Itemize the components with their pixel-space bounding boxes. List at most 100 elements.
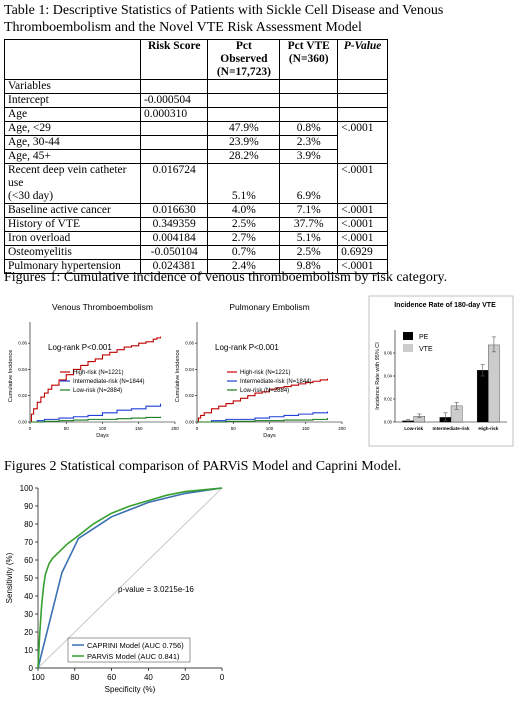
legend-label: Low-risk (N=2884) [73,388,122,394]
x-tick-label: 100 [31,673,45,682]
legend-label: High-risk (N=1221) [240,370,291,376]
header-blank [4,39,141,80]
caprini-roc-curve [37,487,223,669]
legend-swatch [403,344,413,352]
x-tick-label: 100 [99,426,107,431]
table-row: Intercept -0.000504 [4,93,388,108]
x-tick-label: 60 [107,673,116,682]
y-tick-label: 10 [24,646,33,655]
x-tick-label: 0 [196,426,199,431]
table-row: Age, <29 47.9% 0.8% <.0001 [4,121,388,164]
log-rank-annotation: Log-rank P<0.001 [215,343,279,352]
y-tick-label: 0.02 [384,397,393,402]
figure2-caption: Figures 2 Statistical comparison of PARV… [4,459,402,474]
x-tick-label: 200 [338,426,346,431]
x-tick-label: 50 [231,426,237,431]
y-axis-label: Cumulative Incidence [175,350,181,403]
legend-swatch [403,332,413,340]
bar-pe [476,370,489,423]
x-tick-label: 40 [144,673,153,682]
category-label: High-risk [478,426,498,431]
figure1-caption: Figures 1: Cumulative incidence of venou… [4,270,448,285]
chart-title: Incidence Rate of 180-day VTE [394,302,496,309]
table-row: History of VTE 0.349359 2.5% 37.7% <.0001 [4,217,388,232]
legend-label: PE [419,334,429,341]
legend-label: High-risk (N=1221) [73,370,124,376]
y-tick-label: 0.04 [18,367,27,372]
y-tick-label: 20 [24,628,33,637]
category-label: Low-risk [404,426,423,431]
y-tick-label: 30 [24,610,33,619]
series-line-low [30,416,162,423]
x-axis-label: Days [263,433,276,439]
y-tick-label: 0.02 [18,393,27,398]
statistics-table: Risk Score Pct Observed (N=17,723) Pct VT… [4,39,388,274]
p-value-annotation: p-value = 3.0215e-16 [118,585,194,594]
x-tick-label: 100 [266,426,274,431]
table-header-row: Risk Score Pct Observed (N=17,723) Pct VT… [4,39,388,80]
table-row: Age, 30-44 23.9% 2.3% [4,135,388,150]
series-line-high [30,336,162,423]
chart-title: Pulmonary Embolism [229,302,309,312]
x-tick-label: 150 [135,426,143,431]
y-tick-label: 0 [29,664,34,673]
series-line-intermediate [30,403,162,423]
legend-label: PARViS Model (AUC 0.841) [87,652,180,661]
figure1-charts: Venous Thromboembolism 0 50 100 150 200 0.00 0.… [8,295,514,447]
header-p-value: P-Value [337,39,388,80]
y-tick-label: 0.06 [18,341,27,346]
header-pct-observed: Pct Observed (N=17,723) [207,39,281,80]
legend-label: Low-risk (N=2884) [240,388,289,394]
y-tick-label: 80 [24,520,33,529]
roc-legend-box [67,637,191,663]
y-axis-label: Sensitivity (%) [5,552,14,603]
x-tick-label: 20 [181,673,190,682]
legend-label: Intermediate-risk (N=1844) [240,379,312,385]
series-line-intermediate [197,411,329,423]
x-axis-label: Days [96,433,109,439]
table-row: Baseline active cancer 0.016630 4.0% 7.1% <.… [4,203,388,218]
legend-label: VTE [419,346,433,353]
table-row: Age 0.000310 [4,107,388,122]
y-tick-label: 0.02 [185,393,194,398]
figure2-roc-chart: 0 10 20 30 40 50 60 70 80 90 100 100 80 60 40 20 0 Specif… [5,484,225,694]
y-tick-label: 0.06 [384,351,393,356]
legend-label: CAPRINI Model (AUC 0.756) [87,641,184,650]
bar-vte [488,344,500,423]
header-risk-score: Risk Score [139,39,209,80]
table-row: Recent deep vein catheter use (<30 day) 0.… [4,163,388,204]
y-tick-label: 70 [24,538,33,547]
table-row: Age, 45+ 28.2% 3.9% [4,149,388,164]
y-tick-label: 90 [24,502,33,511]
table-row: Osteomyelitis -0.050104 0.7% 2.5% 0.6929 [4,245,388,260]
x-tick-label: 200 [171,426,179,431]
y-tick-label: 0.00 [18,420,27,425]
table-row: Variables [4,79,388,94]
y-tick-label: 0.00 [384,420,393,425]
y-tick-label: 50 [24,574,33,583]
log-rank-annotation: Log-rank P<0.001 [48,343,112,352]
header-pct-vte: Pct VTE (N=360) [279,39,339,80]
y-tick-label: 0.00 [185,420,194,425]
table1-caption: Table 1: Descriptive Statistics of Patie… [4,3,444,35]
x-tick-label: 0 [220,673,225,682]
table-row: Pulmonary hypertension 0.024381 2.4% 9.8% <.… [4,259,388,274]
series-line-high [197,378,329,423]
y-axis-label: Incidence Rate with 95% CI [375,342,381,410]
x-tick-label: 150 [302,426,310,431]
x-axis-label: Specificity (%) [105,685,156,694]
y-tick-label: 40 [24,592,33,601]
series-line-low [197,418,329,423]
x-tick-label: 0 [29,426,32,431]
x-tick-label: 80 [70,673,79,682]
category-label: Intermediate-risk [432,426,469,431]
chart-title: Venous Thromboembolism [52,302,153,312]
y-axis-label: Cumulative Incidence [8,350,14,403]
y-tick-label: 0.06 [185,341,194,346]
y-tick-label: 0.04 [185,367,194,372]
table-row: Iron overload 0.004184 2.7% 5.1% <.0001 [4,231,388,246]
parvis-roc-curve [37,487,223,669]
y-tick-label: 60 [24,556,33,565]
legend-label: Intermediate-risk (N=1844) [73,379,145,385]
x-tick-label: 50 [64,426,70,431]
